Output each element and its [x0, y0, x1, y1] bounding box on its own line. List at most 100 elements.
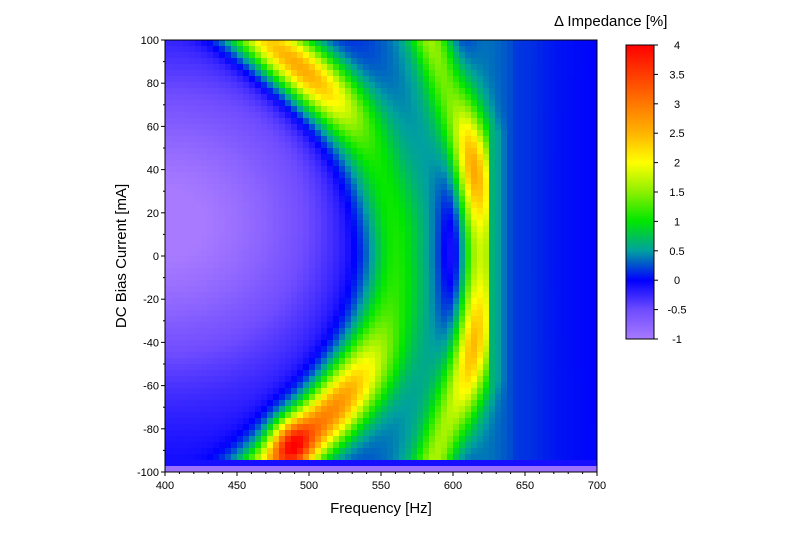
heatmap-cell	[207, 160, 214, 167]
heatmap-plot-area	[165, 40, 597, 472]
heatmap-cell	[399, 268, 406, 275]
heatmap-cell	[213, 136, 220, 143]
heatmap-cell	[249, 394, 256, 401]
heatmap-cell	[261, 412, 268, 419]
heatmap-cell	[243, 148, 250, 155]
heatmap-cell	[345, 340, 352, 347]
heatmap-cell	[417, 88, 424, 95]
heatmap-cell	[207, 280, 214, 287]
heatmap-cell	[171, 94, 178, 101]
heatmap-cell	[171, 154, 178, 161]
heatmap-cell	[459, 406, 466, 413]
heatmap-cell	[393, 334, 400, 341]
heatmap-cell	[387, 40, 394, 47]
heatmap-cell	[447, 64, 454, 71]
heatmap-cell	[417, 250, 424, 257]
heatmap-cell	[411, 184, 418, 191]
heatmap-cell	[555, 94, 562, 101]
heatmap-cell	[585, 142, 592, 149]
heatmap-cell	[171, 142, 178, 149]
heatmap-cell	[585, 424, 592, 431]
heatmap-cell	[297, 52, 304, 59]
heatmap-cell	[201, 340, 208, 347]
heatmap-cell	[363, 328, 370, 335]
heatmap-cell	[345, 118, 352, 125]
heatmap-cell	[327, 316, 334, 323]
heatmap-cell	[555, 370, 562, 377]
heatmap-cell	[267, 46, 274, 53]
heatmap-cell	[165, 448, 172, 455]
heatmap-cell	[435, 214, 442, 221]
heatmap-cell	[567, 268, 574, 275]
heatmap-cell	[165, 226, 172, 233]
heatmap-cell	[165, 442, 172, 449]
heatmap-cell	[249, 256, 256, 263]
heatmap-cell	[267, 250, 274, 257]
heatmap-cell	[507, 214, 514, 221]
heatmap-cell	[327, 214, 334, 221]
heatmap-cell	[267, 454, 274, 461]
heatmap-cell	[525, 112, 532, 119]
heatmap-cell	[249, 304, 256, 311]
heatmap-cell	[231, 148, 238, 155]
heatmap-cell	[201, 322, 208, 329]
heatmap-cell	[567, 172, 574, 179]
heatmap-cell	[465, 76, 472, 83]
heatmap-cell	[543, 76, 550, 83]
heatmap-cell	[393, 100, 400, 107]
heatmap-cell	[165, 262, 172, 269]
heatmap-cell	[375, 334, 382, 341]
heatmap-cell	[405, 346, 412, 353]
heatmap-cell	[363, 112, 370, 119]
heatmap-cell	[237, 256, 244, 263]
heatmap-cell	[501, 448, 508, 455]
heatmap-cell	[195, 370, 202, 377]
heatmap-cell	[453, 400, 460, 407]
heatmap-cell	[267, 436, 274, 443]
heatmap-cell	[309, 82, 316, 89]
heatmap-cell	[261, 448, 268, 455]
heatmap-cell	[309, 244, 316, 251]
heatmap-cell	[189, 100, 196, 107]
heatmap-cell	[447, 388, 454, 395]
heatmap-cell	[429, 334, 436, 341]
heatmap-cell	[441, 328, 448, 335]
heatmap-cell	[183, 442, 190, 449]
heatmap-cell	[267, 40, 274, 47]
heatmap-cell	[471, 298, 478, 305]
heatmap-cell	[291, 214, 298, 221]
heatmap-cell	[531, 52, 538, 59]
heatmap-cell	[351, 160, 358, 167]
heatmap-cell	[177, 178, 184, 185]
heatmap-cell	[183, 232, 190, 239]
heatmap-cell	[531, 418, 538, 425]
heatmap-cell	[165, 40, 172, 47]
heatmap-cell	[261, 142, 268, 149]
heatmap-cell	[471, 52, 478, 59]
heatmap-cell	[207, 268, 214, 275]
heatmap-cell	[231, 226, 238, 233]
heatmap-cell	[339, 418, 346, 425]
heatmap-cell	[195, 250, 202, 257]
heatmap-cell	[213, 118, 220, 125]
heatmap-cell	[285, 190, 292, 197]
heatmap-cell	[591, 244, 597, 251]
heatmap-cell	[465, 424, 472, 431]
heatmap-cell	[279, 286, 286, 293]
heatmap-cell	[429, 328, 436, 335]
heatmap-cell	[471, 202, 478, 209]
heatmap-cell	[279, 454, 286, 461]
heatmap-cell	[465, 148, 472, 155]
heatmap-cell	[573, 220, 580, 227]
heatmap-cell	[189, 70, 196, 77]
heatmap-cell	[537, 208, 544, 215]
heatmap-cell	[267, 334, 274, 341]
heatmap-cell	[363, 166, 370, 173]
heatmap-cell	[393, 94, 400, 101]
heatmap-cell	[315, 178, 322, 185]
heatmap-cell	[297, 394, 304, 401]
heatmap-cell	[435, 106, 442, 113]
heatmap-cell	[345, 220, 352, 227]
heatmap-cell	[525, 394, 532, 401]
heatmap-cell	[291, 148, 298, 155]
